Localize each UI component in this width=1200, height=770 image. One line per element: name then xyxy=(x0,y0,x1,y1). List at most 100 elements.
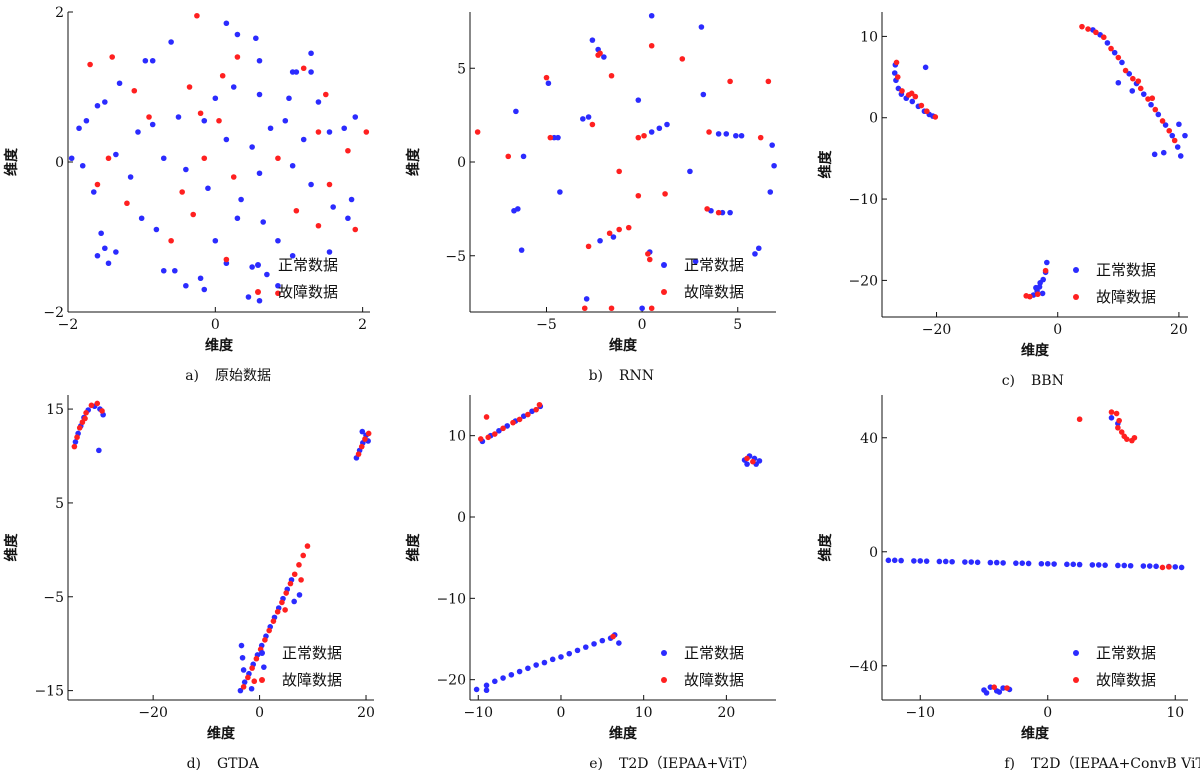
data-point xyxy=(1115,54,1122,61)
data-point xyxy=(359,428,366,435)
data-point xyxy=(767,189,774,195)
data-point xyxy=(1025,560,1032,567)
data-point xyxy=(1079,23,1085,30)
data-point xyxy=(898,557,904,564)
panel-caption-title: 原始数据 xyxy=(215,368,271,384)
data-point xyxy=(113,249,119,255)
data-point xyxy=(719,209,726,216)
data-point xyxy=(1166,127,1173,134)
data-point xyxy=(330,204,336,210)
data-point xyxy=(326,129,333,135)
data-point xyxy=(485,434,491,441)
data-point xyxy=(551,134,557,141)
data-point xyxy=(308,69,314,75)
data-point xyxy=(516,668,523,675)
data-point xyxy=(251,678,258,685)
data-point xyxy=(160,267,167,274)
data-point xyxy=(293,207,300,214)
data-point xyxy=(516,416,523,423)
data-point xyxy=(238,642,245,649)
data-point xyxy=(923,558,930,564)
y-tick-label: 0 xyxy=(55,155,64,171)
data-point xyxy=(1116,417,1122,424)
data-point xyxy=(727,78,733,85)
data-point xyxy=(76,125,82,132)
x-axis-label: 维度 xyxy=(205,337,234,354)
data-point xyxy=(566,650,573,657)
data-point xyxy=(256,170,263,177)
data-point xyxy=(256,57,263,64)
data-point xyxy=(82,415,88,422)
panel-caption-label: c) xyxy=(1002,373,1015,389)
data-point xyxy=(253,35,259,42)
data-point xyxy=(1076,416,1083,423)
y-axis-label: 维度 xyxy=(3,533,20,562)
x-tick-label: 5 xyxy=(733,317,742,333)
data-point xyxy=(547,134,554,141)
x-tick-label: −10 xyxy=(905,705,935,721)
panel-caption-title: T2D（IEPAA+ConvB ViT） xyxy=(1031,756,1200,770)
data-point xyxy=(492,431,498,437)
data-point xyxy=(894,74,901,80)
y-tick-label: 0 xyxy=(457,155,466,171)
data-point xyxy=(234,31,241,38)
y-tick-label: −20 xyxy=(436,673,466,689)
panel-caption-title: RNN xyxy=(619,368,654,384)
data-point xyxy=(1140,563,1147,569)
data-point xyxy=(197,275,204,282)
data-point xyxy=(267,125,274,132)
data-point xyxy=(648,12,655,19)
data-point xyxy=(124,200,130,207)
data-point xyxy=(1159,564,1166,571)
legend-label: 正常数据 xyxy=(1096,644,1156,662)
data-point xyxy=(1044,560,1051,567)
data-point xyxy=(102,245,108,252)
x-axis-label: 维度 xyxy=(1021,725,1050,742)
data-point xyxy=(79,162,86,169)
data-point xyxy=(679,56,686,62)
data-point xyxy=(581,305,588,312)
data-point xyxy=(1115,562,1121,569)
data-point xyxy=(715,131,722,137)
data-point xyxy=(223,20,230,27)
data-point xyxy=(1118,429,1125,435)
legend-label: 正常数据 xyxy=(684,644,744,662)
panel-caption-title: T2D（IEPAA+ViT） xyxy=(619,756,756,770)
data-point xyxy=(105,155,112,162)
data-point xyxy=(589,37,596,43)
data-point xyxy=(1151,151,1158,158)
data-point xyxy=(102,99,108,105)
y-tick-label: −20 xyxy=(848,273,878,289)
data-point xyxy=(358,443,365,450)
data-point xyxy=(1004,685,1010,691)
data-point xyxy=(76,425,83,431)
data-point xyxy=(296,562,302,568)
data-point xyxy=(771,162,777,169)
data-point xyxy=(1070,561,1077,568)
y-tick-label: −5 xyxy=(43,590,64,606)
data-point xyxy=(1076,561,1083,568)
data-point xyxy=(238,196,244,203)
x-tick-label: 0 xyxy=(638,317,647,333)
data-point xyxy=(473,686,480,693)
data-point xyxy=(543,74,550,81)
data-point xyxy=(300,65,307,72)
data-point xyxy=(513,108,519,115)
data-point xyxy=(582,644,589,650)
data-point xyxy=(1051,561,1057,567)
data-point xyxy=(160,155,167,162)
legend-label: 正常数据 xyxy=(282,644,342,662)
data-point xyxy=(1162,122,1169,128)
data-point xyxy=(1122,67,1129,74)
legend-label: 正常数据 xyxy=(278,256,338,274)
data-point xyxy=(656,125,663,132)
legend-label: 故障数据 xyxy=(278,283,338,301)
data-point xyxy=(1038,560,1045,567)
data-point xyxy=(149,57,156,64)
data-point xyxy=(1000,685,1006,691)
data-point xyxy=(308,50,314,57)
data-point xyxy=(323,91,329,98)
panel-caption-title: BBN xyxy=(1031,373,1064,389)
y-tick-label: 0 xyxy=(457,510,466,526)
